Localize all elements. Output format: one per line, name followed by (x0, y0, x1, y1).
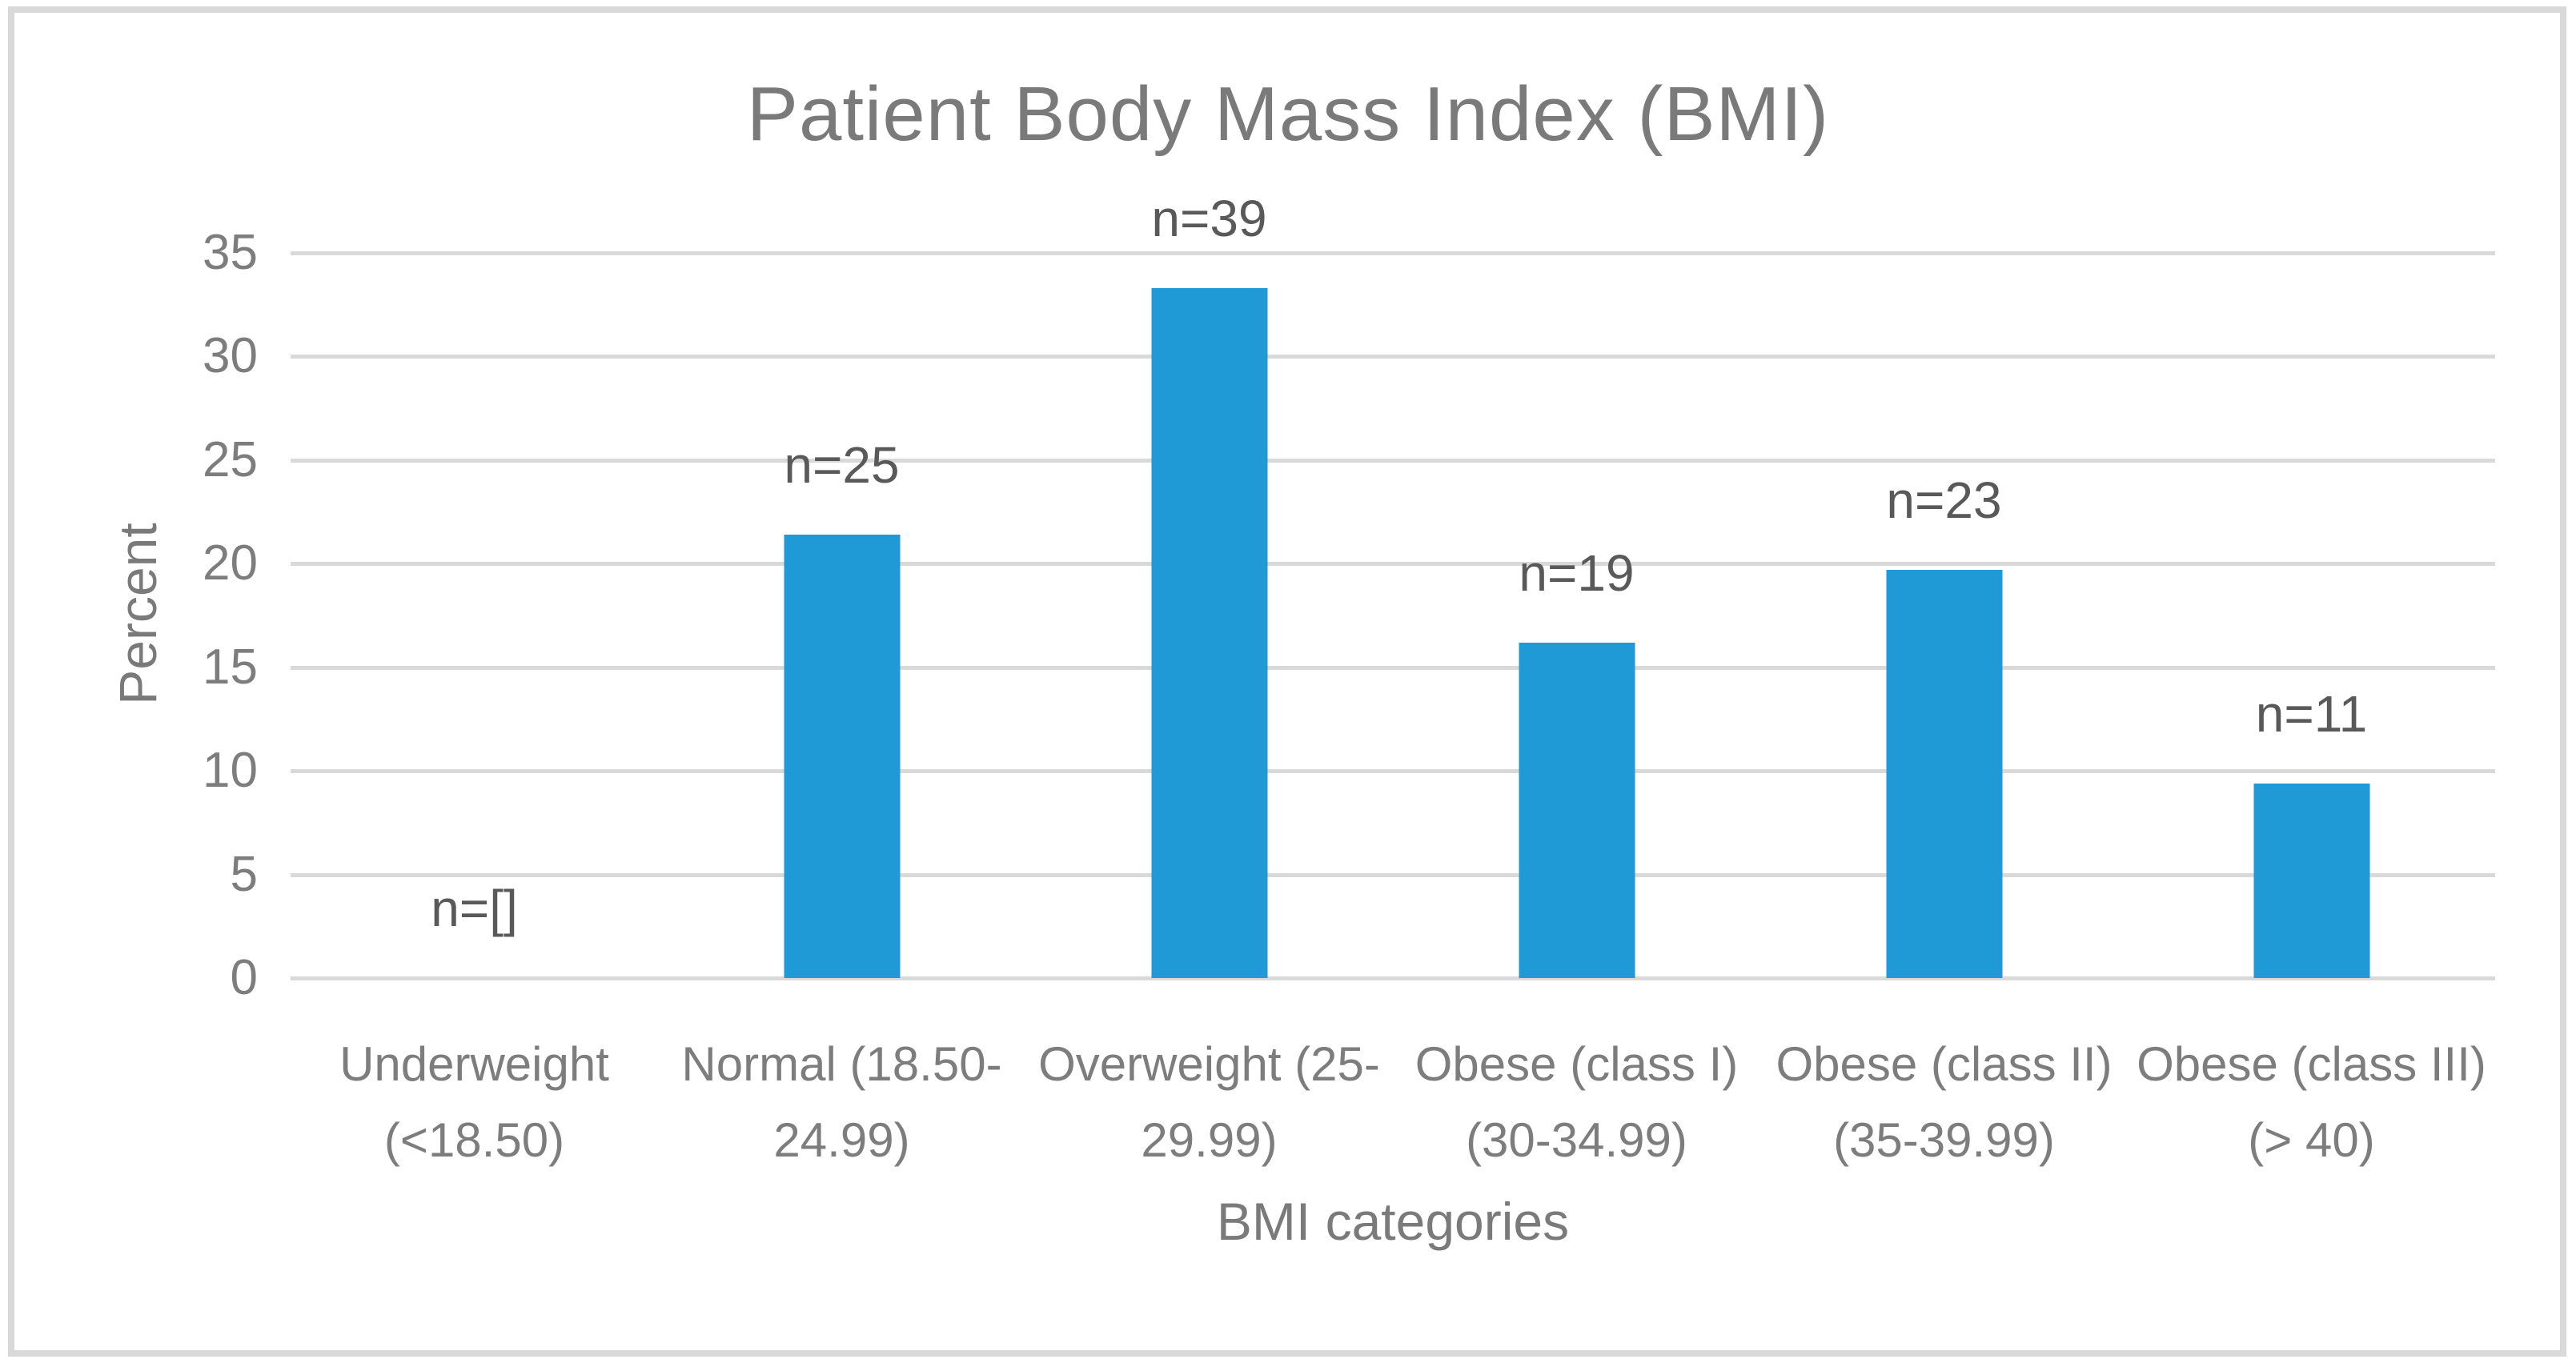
gridline (291, 355, 2495, 359)
bar-column: n=39 (1025, 190, 1393, 978)
bar (784, 535, 900, 978)
bar-count-label: n=[] (431, 880, 518, 937)
bar (1519, 642, 1635, 978)
bar-count-label: n=11 (2255, 684, 2368, 743)
y-tick-label: 15 (203, 639, 258, 695)
y-tick-label: 35 (203, 225, 258, 280)
x-category-label: Overweight (25-29.99) (1038, 1037, 1380, 1167)
plot-area: n=[] n=25 n=39 n=19 n=23 n=11 (291, 190, 2495, 980)
x-category-label: Underweight (<18.50) (339, 1037, 609, 1167)
x-axis-category-labels: Underweight (<18.50) Normal (18.50-24.99)… (291, 1026, 2495, 1178)
x-category-label: Normal (18.50-24.99) (681, 1037, 1002, 1167)
bar (2253, 783, 2369, 978)
gridline (291, 769, 2495, 774)
gridline (291, 562, 2495, 567)
bar-column: n=19 (1393, 253, 1760, 978)
x-axis-title: BMI categories (1216, 1192, 1570, 1251)
x-category-label: Obese (class III) (> 40) (2137, 1037, 2486, 1167)
bar (1886, 570, 2002, 978)
chart-title: Patient Body Mass Index (BMI) (746, 71, 1830, 157)
y-tick-label: 0 (230, 950, 258, 1005)
bar-count-label: n=39 (1151, 190, 1267, 248)
gridline (291, 665, 2495, 670)
gridline (291, 976, 2495, 980)
bar-count-label: n=19 (1519, 543, 1635, 602)
y-tick-label: 30 (203, 328, 258, 384)
gridline (291, 458, 2495, 463)
bar-column: n=23 (1760, 253, 2128, 978)
gridline (291, 251, 2495, 255)
bar (1151, 288, 1267, 978)
x-category-label: Obese (class I) (30-34.99) (1414, 1037, 1739, 1167)
bar-column: n=11 (2128, 253, 2495, 978)
y-tick-label: 20 (203, 535, 258, 591)
gridline (291, 872, 2495, 877)
y-tick-label: 10 (203, 743, 258, 799)
x-category-label: Obese (class II)(35-39.99) (1776, 1037, 2113, 1167)
bar-column: n=25 (658, 253, 1025, 978)
bar-count-label: n=23 (1886, 471, 2002, 530)
bar-column: n=[] (291, 253, 658, 978)
bar-count-label: n=25 (784, 436, 900, 495)
y-tick-label: 25 (203, 431, 258, 487)
y-tick-label: 5 (230, 846, 258, 902)
y-axis-tick-labels: 0 5 10 15 20 25 30 35 (0, 225, 258, 1005)
